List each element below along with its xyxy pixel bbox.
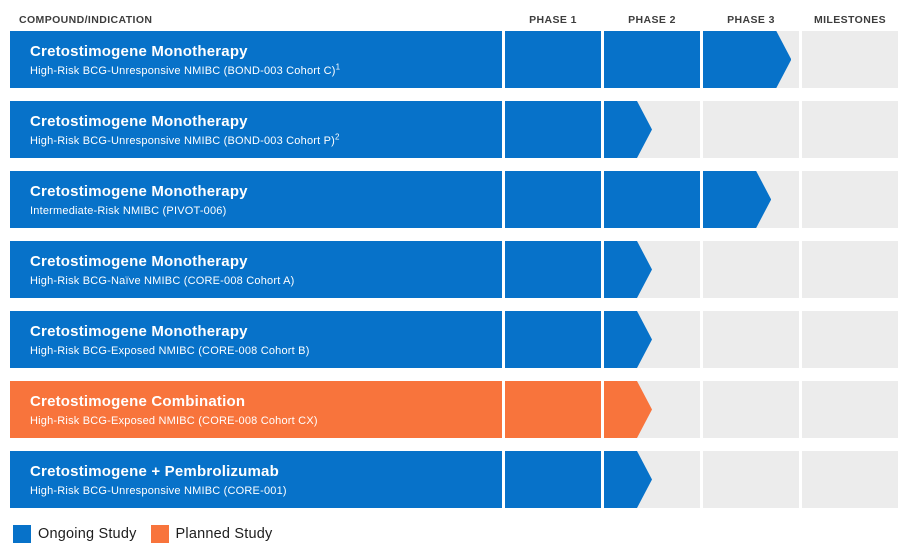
study-title: Cretostimogene Combination: [30, 392, 246, 410]
bar-arrow-end: [703, 31, 791, 88]
study-row: Cretostimogene Monotherapy High-Risk BCG-…: [10, 311, 908, 368]
phase-cell: [703, 311, 799, 368]
legend-item-planned: Planned Study: [150, 525, 273, 543]
study-indication: High-Risk BCG-Exposed NMIBC (CORE-008 Co…: [30, 414, 318, 427]
phase-cell: [802, 451, 898, 508]
phase-cell: [604, 101, 700, 158]
legend-label-ongoing: Ongoing Study: [38, 526, 137, 542]
study-row: Cretostimogene Monotherapy High-Risk BCG-…: [10, 101, 908, 158]
bar-arrow-end: [604, 311, 652, 368]
study-row: Cretostimogene Monotherapy High-Risk BCG-…: [10, 241, 908, 298]
phase-cell: [703, 451, 799, 508]
phase-cell: [505, 381, 601, 438]
phase-cell: [505, 101, 601, 158]
study-title: Cretostimogene Monotherapy: [30, 42, 248, 60]
phase-cell: [505, 171, 601, 228]
study-row: Cretostimogene Monotherapy Intermediate-R…: [10, 171, 908, 228]
study-title: Cretostimogene Monotherapy: [30, 252, 248, 270]
study-compound-cell: Cretostimogene Monotherapy Intermediate-R…: [10, 171, 502, 228]
phase-cell: [802, 241, 898, 298]
study-compound-cell: Cretostimogene Monotherapy High-Risk BCG-…: [10, 241, 502, 298]
phase-cell: [604, 171, 700, 228]
study-indication: High-Risk BCG-Unresponsive NMIBC (CORE-0…: [30, 484, 287, 497]
bar-arrow-end: [703, 171, 771, 228]
legend: Ongoing Study Planned Study: [13, 525, 908, 543]
study-compound-cell: Cretostimogene Monotherapy High-Risk BCG-…: [10, 101, 502, 158]
column-header-phase2: PHASE 2: [628, 14, 676, 26]
legend-swatch-planned: [150, 525, 169, 543]
study-row: Cretostimogene Monotherapy High-Risk BCG-…: [10, 31, 908, 88]
phase-cell: [604, 311, 700, 368]
study-compound-cell: Cretostimogene Monotherapy High-Risk BCG-…: [10, 31, 502, 88]
phase-cell: [802, 31, 898, 88]
study-title: Cretostimogene Monotherapy: [30, 112, 248, 130]
bar-arrow-end: [604, 101, 652, 158]
phase-cell: [703, 171, 799, 228]
pipeline-rows: Cretostimogene Monotherapy High-Risk BCG-…: [0, 31, 908, 508]
phase-cell: [604, 31, 700, 88]
phase-cell: [604, 241, 700, 298]
phase-cell: [505, 451, 601, 508]
study-indication: Intermediate-Risk NMIBC (PIVOT-006): [30, 204, 227, 217]
study-indication: High-Risk BCG-Unresponsive NMIBC (BOND-0…: [30, 61, 341, 77]
footnote-superscript: 2: [335, 131, 340, 141]
study-indication: High-Risk BCG-Exposed NMIBC (CORE-008 Co…: [30, 344, 310, 357]
phase-cell: [604, 381, 700, 438]
phase-cell: [505, 241, 601, 298]
column-header-milestones: MILESTONES: [813, 14, 887, 26]
phase-cell: [802, 381, 898, 438]
study-compound-cell: Cretostimogene + Pembrolizumab High-Risk …: [10, 451, 502, 508]
phase-cell: [703, 241, 799, 298]
phase-cell: [802, 171, 898, 228]
phase-cell: [703, 381, 799, 438]
study-row: Cretostimogene Combination High-Risk BCG-…: [10, 381, 908, 438]
phase-cell: [604, 451, 700, 508]
column-header-row: COMPOUND/INDICATION PHASE 1 PHASE 2 PHAS…: [10, 12, 908, 31]
study-title: Cretostimogene + Pembrolizumab: [30, 462, 279, 480]
study-row: Cretostimogene + Pembrolizumab High-Risk …: [10, 451, 908, 508]
study-compound-cell: Cretostimogene Combination High-Risk BCG-…: [10, 381, 502, 438]
column-header-compound: COMPOUND/INDICATION: [19, 14, 153, 26]
bar-arrow-end: [604, 451, 652, 508]
phase-cell: [703, 101, 799, 158]
phase-cell: [802, 311, 898, 368]
legend-label-planned: Planned Study: [175, 526, 273, 542]
study-compound-cell: Cretostimogene Monotherapy High-Risk BCG-…: [10, 311, 502, 368]
legend-item-ongoing: Ongoing Study: [13, 525, 137, 543]
study-title: Cretostimogene Monotherapy: [30, 182, 248, 200]
study-indication: High-Risk BCG-Naïve NMIBC (CORE-008 Coho…: [30, 274, 295, 287]
phase-cell: [802, 101, 898, 158]
column-header-phase3: PHASE 3: [727, 14, 775, 26]
column-header-phase1: PHASE 1: [529, 14, 577, 26]
legend-swatch-ongoing: [13, 525, 31, 543]
study-indication: High-Risk BCG-Unresponsive NMIBC (BOND-0…: [30, 131, 340, 147]
phase-cell: [505, 31, 601, 88]
bar-arrow-end: [604, 381, 652, 438]
phase-cell: [505, 311, 601, 368]
study-title: Cretostimogene Monotherapy: [30, 322, 248, 340]
phase-cell: [703, 31, 799, 88]
footnote-superscript: 1: [335, 61, 341, 71]
bar-arrow-end: [604, 241, 652, 298]
